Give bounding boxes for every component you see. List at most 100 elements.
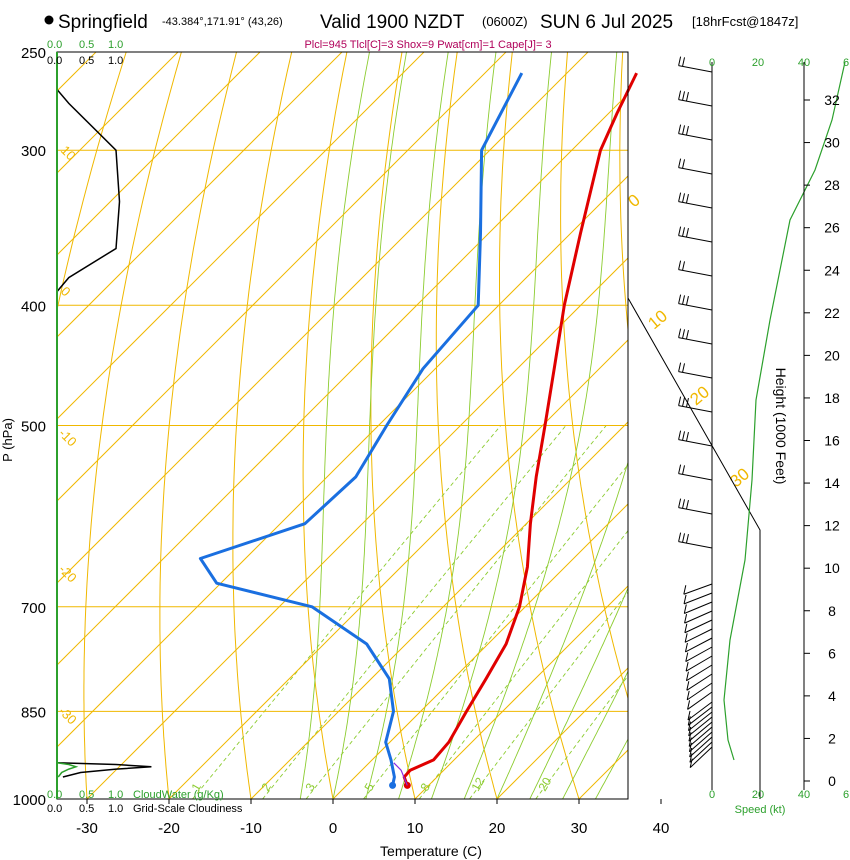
wind-barb-flag — [682, 295, 686, 305]
height-profile-trace — [723, 61, 846, 761]
wind-barb-flag — [688, 732, 692, 742]
wind-barb — [689, 746, 713, 768]
cloud-scale-label: 0.0 — [47, 803, 62, 815]
wind-barb-flag — [678, 124, 682, 134]
wind-barb-flag — [685, 92, 689, 102]
pressure-axis: P (hPa) 250 300 400 500 700 850 1000 — [0, 45, 46, 809]
wind-barb-flag — [685, 398, 689, 408]
wind-barb-flag — [689, 753, 693, 763]
height-tick-label: 10 — [824, 560, 840, 576]
temperature-tick-label: -20 — [158, 820, 180, 837]
wind-barb-flag — [685, 194, 689, 204]
height-tick-label: 24 — [824, 262, 840, 278]
chart-header: Springfield -43.384°,171.91° (43,26) Val… — [44, 12, 798, 51]
wind-barb — [687, 691, 713, 710]
wind-barb — [678, 541, 713, 549]
wind-barb — [683, 583, 713, 595]
wind-barb-flag — [684, 633, 688, 643]
cloud-scale-label: 1.0 — [108, 803, 123, 815]
moist-adiabat-line — [529, 586, 628, 799]
wind-barb-flag — [685, 500, 689, 510]
dry-adiabat-line — [788, 30, 850, 799]
wind-barb-flag — [682, 499, 686, 509]
wind-barb-flag — [685, 330, 689, 340]
cloud-scale-top: 0.0 0.5 1.0 0.0 0.5 1.0 — [47, 39, 123, 67]
isotherm-label: -30 — [56, 704, 80, 728]
height-tick-label: 8 — [828, 603, 836, 619]
wind-barb — [678, 269, 713, 277]
mixing-ratio-line — [363, 464, 628, 799]
wind-barb — [678, 167, 713, 175]
wind-barb-flag — [685, 671, 689, 681]
speed-tick-label: 40 — [798, 789, 810, 801]
wind-barb-flag — [687, 710, 691, 721]
wind-barb — [687, 701, 713, 721]
wind-barb-flag — [685, 432, 689, 442]
wind-barb-flag — [685, 228, 689, 238]
cloud-scale-label: 0.5 — [79, 803, 94, 815]
dry-adiabat-label: 10 — [644, 306, 671, 333]
wind-barb-flag — [687, 716, 691, 726]
height-axis: Height (1000 Feet) 024681012141618202224… — [773, 62, 840, 790]
wind-barb-flag — [678, 532, 682, 542]
pressure-axis-label: P (hPa) — [0, 418, 15, 462]
temperature-tick-label: 30 — [571, 820, 588, 837]
wind-barb-flag — [685, 534, 689, 544]
wind-barb — [685, 655, 713, 672]
parcel-path — [393, 762, 408, 786]
mixing-ratio-lines — [192, 425, 628, 799]
wind-barb-flag — [678, 90, 682, 100]
dewpoint-trace — [198, 72, 524, 786]
wind-barb-flag — [678, 328, 682, 338]
wind-barb-flag — [678, 498, 682, 508]
temperature-tick-label: 10 — [407, 820, 424, 837]
wind-barb-flag — [683, 594, 687, 605]
wind-barb-flag — [687, 721, 691, 731]
moist-adiabats — [299, 52, 628, 799]
moist-adiabat-line — [365, 52, 449, 799]
dry-adiabat-label: 20 — [686, 382, 713, 409]
wind-barb-flag — [682, 227, 686, 237]
isotherm-label: -20 — [56, 562, 80, 586]
temperature-trace — [402, 72, 638, 786]
isobars — [57, 149, 628, 712]
wind-barb — [689, 741, 713, 763]
wind-barb — [688, 716, 713, 737]
pressure-tick-label: 700 — [21, 600, 46, 617]
wind-barb-flag — [683, 585, 687, 595]
height-tick-label: 14 — [824, 475, 840, 491]
wind-barb — [684, 601, 713, 614]
isotherm-line — [57, 52, 343, 338]
wind-barb-flag — [682, 533, 686, 543]
dry-adiabat-line — [83, 52, 182, 799]
isotherm-label: -10 — [56, 426, 80, 450]
cloud-scale-label: 0.5 — [79, 789, 94, 801]
wind-barb-flag — [682, 193, 686, 203]
wind-barb — [678, 439, 713, 447]
wind-barb-flag — [682, 125, 686, 135]
isotherm-line — [661, 52, 850, 799]
height-tick-label: 26 — [824, 220, 840, 236]
wind-barb — [678, 99, 713, 107]
sounding-indices: Plcl=945 Tlcl[C]=3 Shox=9 Pwat[cm]=1 Cap… — [304, 39, 551, 51]
plot-frame — [56, 51, 761, 800]
height-tick-label: 30 — [824, 135, 840, 151]
grid-labels: 10 0 -10 -20 -30 0 10 20 30 1 2 3 5 8 12… — [56, 143, 753, 794]
dry-adiabats — [57, 30, 850, 799]
wind-barb — [678, 405, 713, 413]
wind-barb-flag — [684, 614, 688, 624]
wind-barb — [686, 664, 713, 682]
wind-barb-flag — [678, 464, 682, 474]
wind-barb-flag — [687, 700, 691, 710]
wind-barb — [685, 637, 713, 653]
speed-tick-label: 0 — [709, 57, 715, 69]
wind-barb-flag — [683, 604, 687, 614]
cloudiness-trace-high — [57, 89, 121, 293]
wind-barb-flag — [684, 642, 688, 653]
dry-adiabat-line — [499, 52, 580, 799]
wind-barb — [684, 619, 713, 634]
wind-barb — [678, 133, 713, 141]
wind-barb-flag — [685, 296, 689, 306]
mixing-ratio-line — [418, 530, 628, 799]
